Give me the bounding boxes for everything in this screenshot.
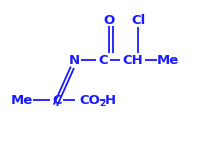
Text: Cl: Cl xyxy=(131,14,145,27)
Text: CO: CO xyxy=(79,94,101,107)
Text: CH: CH xyxy=(123,53,143,66)
Text: Me: Me xyxy=(11,94,33,107)
Text: O: O xyxy=(103,14,115,27)
Text: N: N xyxy=(68,53,79,66)
Text: Me: Me xyxy=(157,53,179,66)
Text: H: H xyxy=(104,94,116,107)
Text: C: C xyxy=(52,94,62,107)
Text: C: C xyxy=(98,53,108,66)
Text: 2: 2 xyxy=(99,100,105,109)
